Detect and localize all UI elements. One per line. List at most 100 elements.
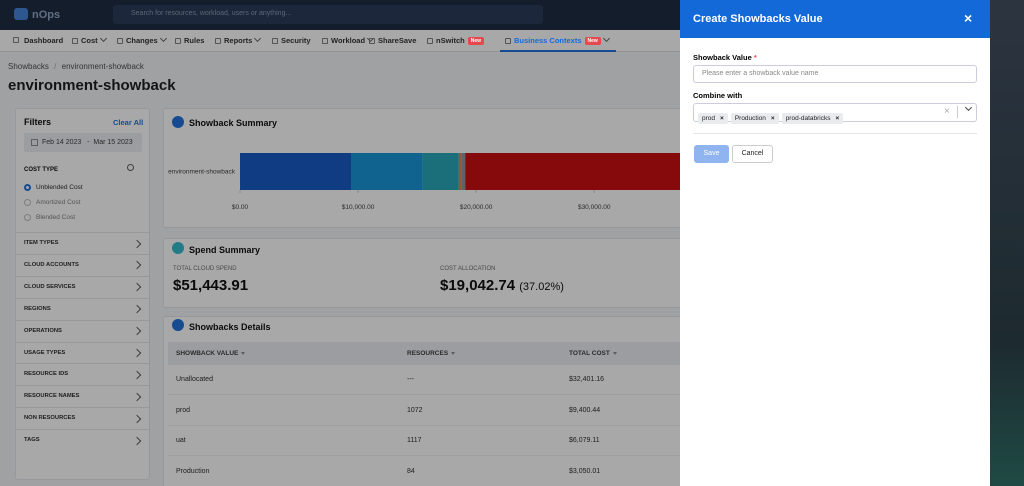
cancel-button[interactable]: Cancel: [732, 145, 773, 163]
bar-segment: [458, 153, 462, 190]
nav-item[interactable]: Changes: [117, 36, 166, 45]
tag[interactable]: prod: [698, 113, 728, 124]
filter-section-label: OPERATIONS: [24, 327, 62, 334]
save-button[interactable]: Save: [694, 145, 729, 163]
tag-list: prodProductionprod-databricks: [698, 107, 846, 125]
table-row[interactable]: [168, 396, 698, 426]
bar-segment: [240, 153, 351, 190]
spend-card: [163, 238, 703, 308]
filters-title: Filters: [24, 117, 52, 127]
nav-item[interactable]: Reports: [215, 36, 260, 45]
nav-item[interactable]: Workload: [322, 36, 373, 45]
column-header[interactable]: SHOWBACK VALUE: [176, 350, 246, 357]
clear-select[interactable]: ×: [944, 106, 950, 117]
radio-label[interactable]: Unblended Cost: [36, 184, 83, 191]
table-cell: $6,079.11: [569, 437, 600, 444]
filter-section[interactable]: [15, 253, 150, 276]
radio-label[interactable]: Amortized Cost: [36, 199, 81, 206]
nav-icon: [272, 38, 278, 44]
category-label: environment-showback: [168, 169, 236, 176]
filter-section[interactable]: [15, 385, 150, 407]
x-tick-label: $0.00: [232, 204, 249, 211]
filter-section-label: RESOURCE NAMES: [24, 393, 80, 400]
radio[interactable]: [24, 199, 31, 206]
side-panel: [680, 0, 990, 486]
radio-label[interactable]: Blended Cost: [36, 214, 76, 221]
filter-section-label: CLOUD ACCOUNTS: [24, 261, 79, 268]
spend-icon: [172, 242, 184, 254]
nav-dropdown: [98, 36, 106, 45]
tag[interactable]: prod-databricks: [781, 113, 844, 124]
x-tick-label: $30,000.00: [578, 204, 611, 211]
nav-badge: New: [467, 37, 485, 46]
combine-label: Combine with: [693, 91, 743, 100]
filter-section[interactable]: [15, 297, 150, 320]
filter-section[interactable]: [15, 275, 150, 298]
close-button[interactable]: ×: [964, 10, 973, 26]
bar-segment: [350, 153, 423, 190]
nav-label: ShareSave: [378, 36, 417, 45]
logo[interactable]: nOps: [32, 9, 61, 21]
nav-item[interactable]: Security: [272, 36, 311, 45]
sort-icon: [451, 352, 456, 355]
table-cell: 84: [407, 467, 415, 475]
select-dropdown[interactable]: [963, 107, 971, 114]
nav-item[interactable]: nSwitch New: [427, 36, 485, 46]
table-header: [168, 342, 698, 365]
table-row[interactable]: [168, 365, 698, 395]
column-header-label: RESOURCES: [407, 350, 449, 357]
table-cell: prod: [176, 406, 191, 414]
nav-icon: [175, 38, 181, 44]
total-spend: $51,443.91: [173, 277, 249, 294]
nav-item[interactable]: Business Contexts New: [505, 36, 609, 46]
panel-title: Create Showbacks Value: [693, 13, 823, 25]
search-box[interactable]: [113, 5, 543, 24]
date-range-box[interactable]: [24, 133, 142, 152]
nav-label: Business Contexts: [514, 36, 582, 45]
allocation-label: COST ALLOCATION: [440, 266, 496, 272]
showback-value-input[interactable]: [693, 65, 977, 83]
select-divider: [957, 106, 958, 118]
table-cell: 1117: [407, 437, 422, 444]
table-row[interactable]: [168, 426, 698, 456]
table-cell: uat: [176, 437, 186, 444]
search-icon[interactable]: [127, 164, 134, 171]
radio[interactable]: [24, 214, 31, 221]
bar-segment: [461, 153, 466, 190]
table-cell: ---: [407, 376, 414, 383]
nav-icon: [322, 38, 328, 44]
filter-section[interactable]: [15, 429, 150, 451]
nav-label: Workload: [331, 36, 366, 45]
nav-label: Rules: [184, 36, 205, 45]
nav-label: Cost: [81, 36, 98, 45]
clear-all[interactable]: Clear All: [113, 118, 144, 127]
tag[interactable]: Production: [730, 113, 779, 124]
summary-title: Showback Summary: [189, 118, 278, 128]
allocation-value: $19,042.74: [440, 277, 516, 294]
required-mark: *: [753, 53, 757, 62]
breadcrumb-separator: /: [54, 62, 57, 71]
panel-divider: [693, 133, 977, 134]
nav-active-indicator: [500, 50, 616, 52]
page-title: environment-showback: [8, 77, 176, 94]
column-header[interactable]: TOTAL COST: [569, 350, 617, 357]
column-header[interactable]: RESOURCES: [407, 350, 456, 357]
nav-item[interactable]: ShareSave: [369, 36, 416, 45]
filter-section[interactable]: [15, 341, 150, 364]
filter-section[interactable]: [15, 319, 150, 342]
nav-item[interactable]: Rules: [175, 36, 204, 45]
breadcrumb: Showbacks / environment-showback: [8, 62, 144, 71]
nav-label: Reports: [224, 36, 253, 45]
nav-item[interactable]: Cost: [72, 36, 106, 45]
nav-item[interactable]: Dashboard: [13, 36, 63, 45]
filter-section[interactable]: [15, 363, 150, 385]
nav-label: nSwitch: [436, 36, 465, 45]
nav-icon: [505, 38, 511, 44]
breadcrumb-item[interactable]: Showbacks: [8, 62, 49, 71]
filter-section-label: ITEM TYPES: [24, 240, 59, 246]
filter-section[interactable]: [15, 232, 150, 254]
filter-section[interactable]: [15, 407, 150, 429]
field-label: Showback Value *: [693, 53, 757, 62]
radio[interactable]: [24, 184, 31, 191]
